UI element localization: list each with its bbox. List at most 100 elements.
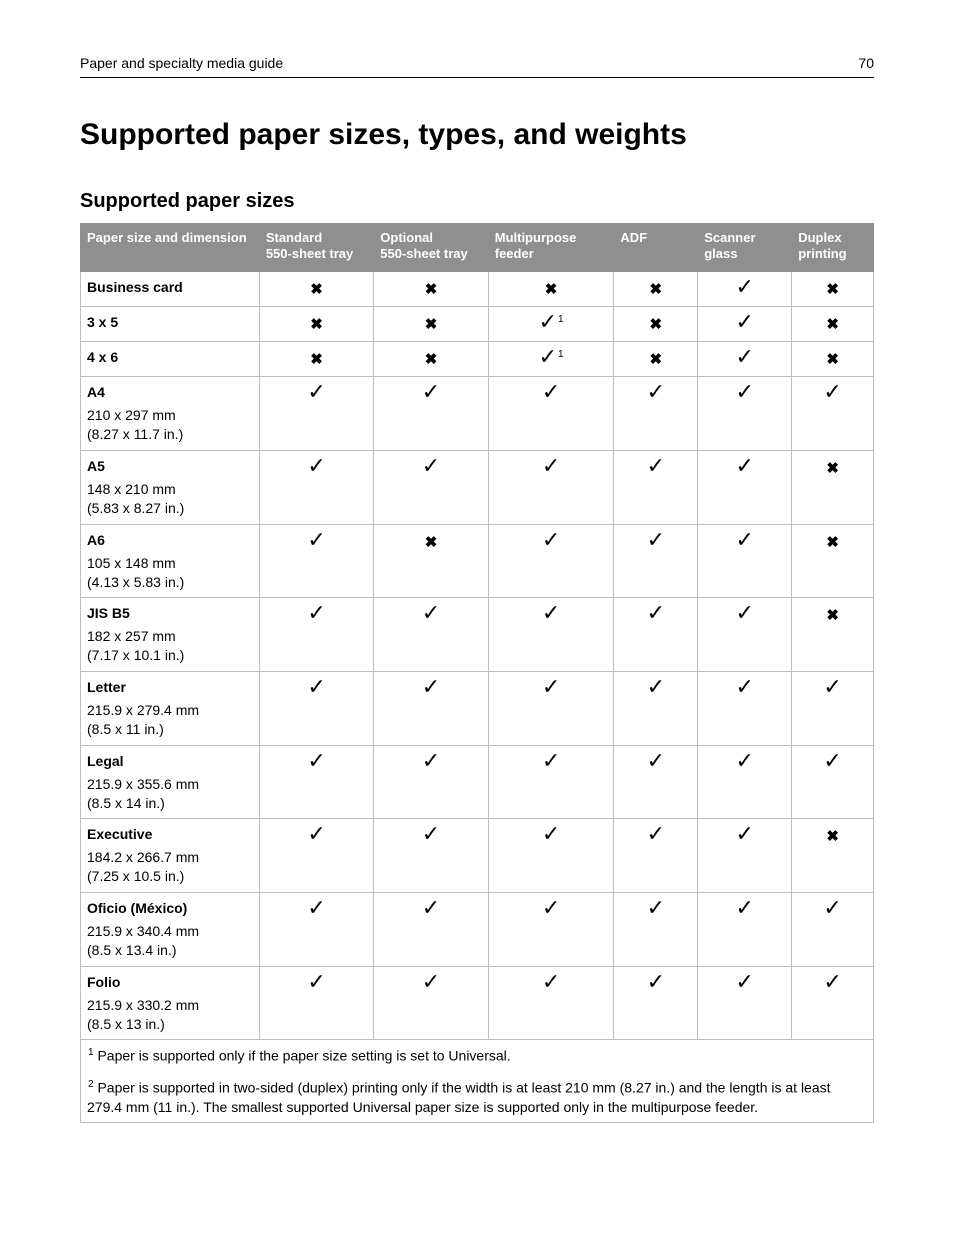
check-icon: ✓ bbox=[374, 598, 488, 672]
paper-size-dimensions: 105 x 148 mm(4.13 x 5.83 in.) bbox=[87, 554, 253, 592]
check-icon: ✓ bbox=[488, 451, 614, 525]
check-icon: ✓ bbox=[614, 819, 698, 893]
paper-size-name: Business card bbox=[87, 278, 253, 297]
check-icon: ✓ bbox=[614, 745, 698, 819]
page-number: 70 bbox=[858, 55, 874, 71]
table-row: A5148 x 210 mm(5.83 x 8.27 in.)✓✓✓✓✓✖ bbox=[81, 451, 874, 525]
check-icon: ✓ bbox=[614, 377, 698, 451]
paper-size-name: 3 x 5 bbox=[87, 313, 253, 332]
check-icon: ✓ bbox=[374, 966, 488, 1040]
paper-size-dimensions: 215.9 x 355.6 mm(8.5 x 14 in.) bbox=[87, 775, 253, 813]
cross-icon: ✖ bbox=[614, 306, 698, 341]
check-icon: ✓ bbox=[698, 451, 792, 525]
check-icon: ✓ bbox=[698, 524, 792, 598]
footnote-2-text: Paper is supported in two-sided (duplex)… bbox=[87, 1080, 831, 1115]
check-icon: ✓ bbox=[792, 745, 874, 819]
table-row: A6105 x 148 mm(4.13 x 5.83 in.)✓✖✓✓✓✖ bbox=[81, 524, 874, 598]
cross-icon: ✖ bbox=[374, 306, 488, 341]
check-icon: ✓ bbox=[374, 893, 488, 967]
column-header: Duplexprinting bbox=[792, 224, 874, 272]
cross-icon: ✖ bbox=[614, 271, 698, 306]
check-icon: ✓ bbox=[374, 819, 488, 893]
paper-size-name: Letter bbox=[87, 678, 253, 697]
paper-size-cell: A4210 x 297 mm(8.27 x 11.7 in.) bbox=[81, 377, 260, 451]
footnote-1-text: Paper is supported only if the paper siz… bbox=[94, 1048, 511, 1064]
paper-size-dimensions: 215.9 x 340.4 mm(8.5 x 13.4 in.) bbox=[87, 922, 253, 960]
paper-size-name: Legal bbox=[87, 752, 253, 771]
paper-size-cell: 4 x 6 bbox=[81, 342, 260, 377]
column-header: Multipurposefeeder bbox=[488, 224, 614, 272]
check-icon: ✓ bbox=[792, 966, 874, 1040]
check-icon: ✓ bbox=[488, 672, 614, 746]
cross-icon: ✖ bbox=[259, 306, 373, 341]
cross-icon: ✖ bbox=[614, 342, 698, 377]
cross-icon: ✖ bbox=[259, 271, 373, 306]
running-header: Paper and specialty media guide 70 bbox=[80, 55, 874, 78]
check-icon: ✓ bbox=[259, 672, 373, 746]
cross-icon: ✖ bbox=[792, 524, 874, 598]
check-icon: ✓ bbox=[614, 966, 698, 1040]
table-row: A4210 x 297 mm(8.27 x 11.7 in.)✓✓✓✓✓✓ bbox=[81, 377, 874, 451]
paper-size-name: A4 bbox=[87, 383, 253, 402]
column-header: Standard550-sheet tray bbox=[259, 224, 373, 272]
paper-size-cell: A5148 x 210 mm(5.83 x 8.27 in.) bbox=[81, 451, 260, 525]
table-row: Business card✖✖✖✖✓✖ bbox=[81, 271, 874, 306]
check-icon: ✓ bbox=[614, 598, 698, 672]
check-icon: ✓ bbox=[698, 745, 792, 819]
check-icon: ✓ bbox=[698, 598, 792, 672]
table-footnotes: 1 Paper is supported only if the paper s… bbox=[81, 1040, 874, 1123]
check-icon: ✓ bbox=[698, 271, 792, 306]
check-icon: ✓ bbox=[698, 306, 792, 341]
paper-size-name: Oficio (México) bbox=[87, 899, 253, 918]
table-row: Folio215.9 x 330.2 mm(8.5 x 13 in.)✓✓✓✓✓… bbox=[81, 966, 874, 1040]
check-icon: ✓ bbox=[374, 672, 488, 746]
table-body: Business card✖✖✖✖✓✖3 x 5✖✖✓1✖✓✖4 x 6✖✖✓1… bbox=[81, 271, 874, 1040]
paper-size-name: 4 x 6 bbox=[87, 348, 253, 367]
check-icon: ✓ bbox=[488, 524, 614, 598]
paper-size-dimensions: 184.2 x 266.7 mm(7.25 x 10.5 in.) bbox=[87, 848, 253, 886]
paper-size-cell: Folio215.9 x 330.2 mm(8.5 x 13 in.) bbox=[81, 966, 260, 1040]
paper-size-name: Executive bbox=[87, 825, 253, 844]
check-icon: ✓ bbox=[259, 377, 373, 451]
cross-icon: ✖ bbox=[792, 819, 874, 893]
paper-sizes-table: Paper size and dimensionStandard550-shee… bbox=[80, 223, 874, 1123]
paper-size-dimensions: 215.9 x 279.4 mm(8.5 x 11 in.) bbox=[87, 701, 253, 739]
table-row: JIS B5182 x 257 mm(7.17 x 10.1 in.)✓✓✓✓✓… bbox=[81, 598, 874, 672]
column-header: Scannerglass bbox=[698, 224, 792, 272]
cross-icon: ✖ bbox=[374, 524, 488, 598]
check-icon: ✓ bbox=[488, 598, 614, 672]
paper-size-cell: Business card bbox=[81, 271, 260, 306]
table-head: Paper size and dimensionStandard550-shee… bbox=[81, 224, 874, 272]
table-row: Letter215.9 x 279.4 mm(8.5 x 11 in.)✓✓✓✓… bbox=[81, 672, 874, 746]
check-icon: ✓1 bbox=[488, 306, 614, 341]
check-icon: ✓ bbox=[488, 745, 614, 819]
cross-icon: ✖ bbox=[792, 451, 874, 525]
paper-size-cell: 3 x 5 bbox=[81, 306, 260, 341]
column-header: ADF bbox=[614, 224, 698, 272]
check-icon: ✓ bbox=[614, 672, 698, 746]
cross-icon: ✖ bbox=[259, 342, 373, 377]
table-row: 4 x 6✖✖✓1✖✓✖ bbox=[81, 342, 874, 377]
section-subtitle: Supported paper sizes bbox=[80, 190, 874, 213]
check-icon: ✓ bbox=[698, 672, 792, 746]
table-row: 3 x 5✖✖✓1✖✓✖ bbox=[81, 306, 874, 341]
paper-size-name: A6 bbox=[87, 531, 253, 550]
check-icon: ✓1 bbox=[488, 342, 614, 377]
paper-size-dimensions: 215.9 x 330.2 mm(8.5 x 13 in.) bbox=[87, 996, 253, 1034]
check-icon: ✓ bbox=[374, 377, 488, 451]
check-icon: ✓ bbox=[488, 377, 614, 451]
cross-icon: ✖ bbox=[488, 271, 614, 306]
cross-icon: ✖ bbox=[792, 306, 874, 341]
paper-size-cell: JIS B5182 x 257 mm(7.17 x 10.1 in.) bbox=[81, 598, 260, 672]
table-row: Oficio (México) 215.9 x 340.4 mm(8.5 x 13… bbox=[81, 893, 874, 967]
column-header: Optional550-sheet tray bbox=[374, 224, 488, 272]
check-icon: ✓ bbox=[259, 893, 373, 967]
table-row: Legal215.9 x 355.6 mm(8.5 x 14 in.)✓✓✓✓✓… bbox=[81, 745, 874, 819]
paper-size-name: A5 bbox=[87, 457, 253, 476]
paper-size-dimensions: 182 x 257 mm(7.17 x 10.1 in.) bbox=[87, 627, 253, 665]
check-icon: ✓ bbox=[259, 524, 373, 598]
cross-icon: ✖ bbox=[792, 271, 874, 306]
check-icon: ✓ bbox=[259, 451, 373, 525]
paper-size-cell: Executive 184.2 x 266.7 mm(7.25 x 10.5 in… bbox=[81, 819, 260, 893]
check-icon: ✓ bbox=[488, 893, 614, 967]
